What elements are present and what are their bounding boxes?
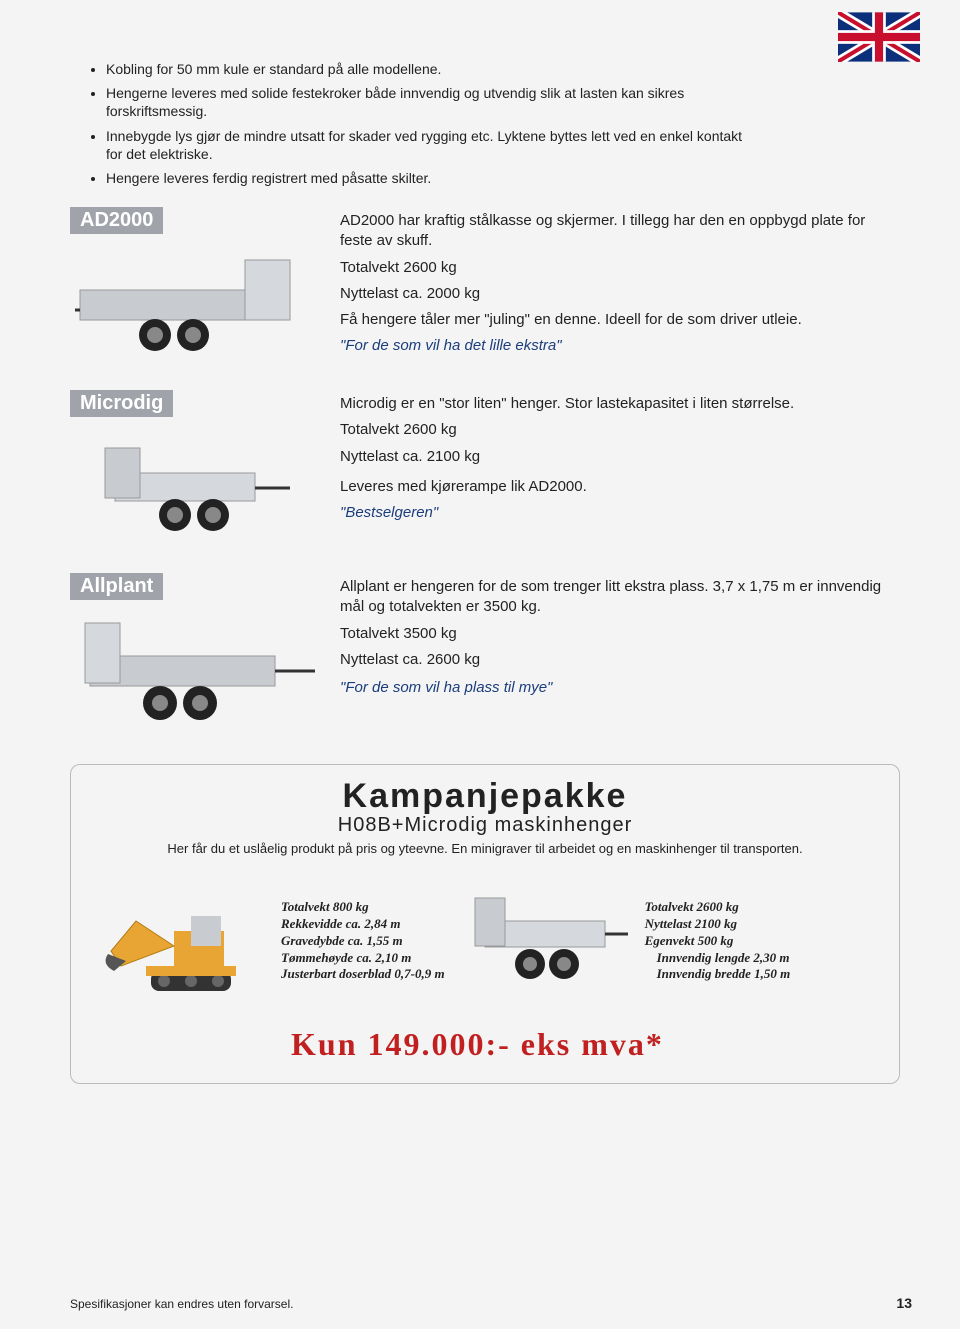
product-desc: Microdig er en "stor liten" henger. Stor… — [340, 394, 794, 414]
product-image-ad2000 — [70, 240, 320, 370]
spec-row: Gravedybde ca. 1,55 m — [281, 933, 445, 950]
total-weight: Totalvekt 3500 kg — [340, 624, 900, 644]
spec-row: Nyttelast 2100 kg — [645, 916, 791, 933]
product-allplant: Allplant Allplant er hengeren for de som… — [70, 573, 900, 736]
product-desc2: Leveres med kjørerampe lik AD2000. — [340, 477, 794, 497]
bullet-item: Hengerne leveres med solide festekroker … — [106, 84, 746, 120]
bullet-item: Innebygde lys gjør de mindre utsatt for … — [106, 127, 746, 163]
product-quote: "For de som vil ha det lille ekstra" — [340, 336, 900, 356]
campaign-box: Kampanjepakke H08B+Microdig maskinhenger… — [70, 764, 900, 1084]
product-quote: "For de som vil ha plass til mye" — [340, 678, 900, 698]
total-weight: Totalvekt 2600 kg — [340, 420, 794, 440]
campaign-title: Kampanjepakke — [91, 777, 879, 816]
page-number: 13 — [896, 1295, 912, 1311]
bullet-item: Hengere leveres ferdig registrert med på… — [106, 169, 746, 187]
campaign-subtitle: H08B+Microdig maskinhenger — [91, 814, 879, 837]
spec-row: Justerbart doserblad 0,7-0,9 m — [281, 966, 445, 983]
trailer-specs: Totalvekt 2600 kg Nyttelast 2100 kg Egen… — [645, 899, 791, 983]
model-label: Microdig — [70, 390, 173, 417]
model-label: AD2000 — [70, 207, 163, 234]
payload: Nyttelast ca. 2100 kg — [340, 447, 794, 467]
spec-row: Tømmehøyde ca. 2,10 m — [281, 950, 445, 967]
product-desc: AD2000 har kraftig stålkasse og skjermer… — [340, 211, 900, 252]
spec-row: Innvendig lengde 2,30 m — [657, 950, 791, 967]
product-ad2000: AD2000 AD2000 har kraftig stålkasse og s… — [70, 207, 900, 370]
product-image-microdig — [70, 423, 320, 553]
total-weight: Totalvekt 2600 kg — [340, 258, 900, 278]
spec-row: Totalvekt 2600 kg — [645, 899, 791, 916]
excavator-specs: Totalvekt 800 kg Rekkevidde ca. 2,84 m G… — [281, 899, 445, 983]
product-microdig: Microdig Microdig er en "stor liten" hen… — [70, 390, 900, 553]
bullet-item: Kobling for 50 mm kule er standard på al… — [106, 60, 746, 78]
spec-row: Egenvekt 500 kg — [645, 933, 791, 950]
campaign-price: Kun 149.000:- eks mva* — [291, 1026, 879, 1063]
feature-bullets: Kobling for 50 mm kule er standard på al… — [106, 60, 746, 187]
product-desc2: Få hengere tåler mer "juling" en denne. … — [340, 310, 900, 330]
model-label: Allplant — [70, 573, 163, 600]
payload: Nyttelast ca. 2600 kg — [340, 650, 900, 670]
footer-note: Spesifikasjoner kan endres uten forvarse… — [70, 1297, 293, 1311]
campaign-image-trailer — [455, 876, 635, 1006]
campaign-image-excavator — [91, 876, 271, 1006]
product-image-allplant — [70, 606, 320, 736]
spec-row: Totalvekt 800 kg — [281, 899, 445, 916]
product-desc: Allplant er hengeren for de som trenger … — [340, 577, 900, 618]
spec-row: Rekkevidde ca. 2,84 m — [281, 916, 445, 933]
uk-flag — [838, 12, 920, 62]
campaign-blurb: Her får du et uslåelig produkt på pris o… — [91, 841, 879, 856]
product-quote: "Bestselgeren" — [340, 503, 794, 523]
payload: Nyttelast ca. 2000 kg — [340, 284, 900, 304]
spec-row: Innvendig bredde 1,50 m — [657, 966, 791, 983]
